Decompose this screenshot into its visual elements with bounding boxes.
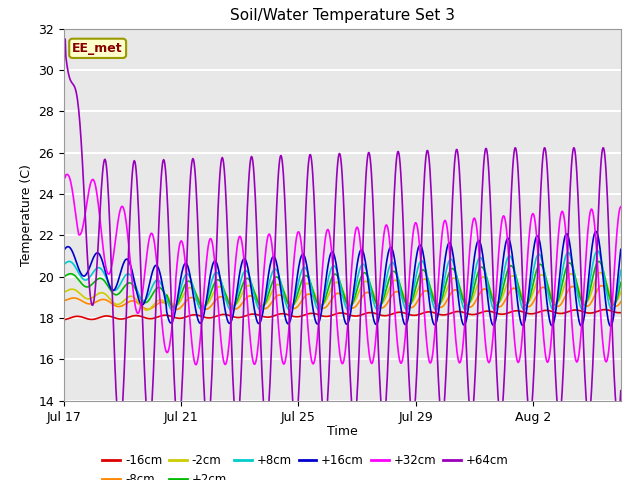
-8cm — [617, 299, 625, 304]
-16cm — [601, 307, 609, 312]
+2cm — [617, 280, 625, 286]
Line: +2cm: +2cm — [64, 262, 621, 307]
+8cm — [255, 306, 263, 312]
+2cm — [525, 297, 533, 302]
+8cm — [594, 248, 602, 254]
Text: EE_met: EE_met — [72, 42, 123, 55]
-2cm — [179, 293, 187, 299]
-2cm — [320, 301, 328, 307]
+16cm — [255, 321, 263, 326]
-8cm — [256, 302, 264, 308]
+8cm — [403, 307, 411, 313]
-2cm — [256, 299, 264, 305]
+16cm — [390, 251, 397, 256]
-16cm — [525, 311, 532, 316]
+2cm — [390, 268, 398, 274]
Line: +8cm: +8cm — [64, 251, 621, 310]
-16cm — [255, 312, 263, 318]
-8cm — [525, 304, 533, 310]
+64cm — [179, 357, 187, 363]
+8cm — [179, 279, 186, 285]
+8cm — [617, 267, 625, 273]
-16cm — [617, 310, 625, 315]
+2cm — [179, 286, 187, 292]
+2cm — [256, 302, 264, 308]
-2cm — [525, 299, 533, 304]
-8cm — [320, 305, 328, 311]
-2cm — [412, 293, 419, 299]
Line: -16cm: -16cm — [64, 310, 621, 320]
+64cm — [116, 427, 124, 432]
+32cm — [257, 319, 264, 324]
-8cm — [598, 283, 605, 288]
+32cm — [60, 175, 68, 180]
+16cm — [607, 323, 614, 329]
+64cm — [525, 411, 533, 417]
+64cm — [256, 308, 264, 313]
+2cm — [60, 274, 68, 280]
Line: -2cm: -2cm — [64, 273, 621, 310]
+32cm — [63, 171, 71, 177]
+64cm — [617, 388, 625, 394]
-8cm — [390, 290, 398, 296]
Legend: -16cm, -8cm, -2cm, +2cm, +8cm, +16cm, +32cm, +64cm: -16cm, -8cm, -2cm, +2cm, +8cm, +16cm, +3… — [98, 449, 513, 480]
-8cm — [60, 298, 68, 304]
+2cm — [320, 300, 328, 305]
+16cm — [411, 265, 419, 271]
-16cm — [179, 315, 186, 321]
X-axis label: Time: Time — [327, 425, 358, 438]
+8cm — [525, 292, 533, 298]
+32cm — [526, 227, 534, 233]
+2cm — [595, 259, 603, 264]
+8cm — [412, 276, 419, 282]
+32cm — [617, 204, 625, 210]
Y-axis label: Temperature (C): Temperature (C) — [20, 164, 33, 266]
+2cm — [412, 286, 419, 292]
+64cm — [320, 416, 328, 422]
+64cm — [60, 36, 68, 42]
-2cm — [617, 289, 625, 295]
-2cm — [60, 289, 68, 295]
+8cm — [390, 260, 397, 266]
Line: +64cm: +64cm — [64, 39, 621, 430]
Line: +16cm: +16cm — [64, 231, 621, 326]
+32cm — [391, 305, 399, 311]
+32cm — [321, 244, 328, 250]
-16cm — [390, 311, 397, 316]
-16cm — [411, 312, 419, 318]
-2cm — [143, 307, 150, 313]
Line: -8cm: -8cm — [64, 286, 621, 310]
Line: +32cm: +32cm — [64, 174, 621, 365]
+16cm — [525, 292, 532, 298]
Title: Soil/Water Temperature Set 3: Soil/Water Temperature Set 3 — [230, 9, 455, 24]
+32cm — [192, 362, 200, 368]
-8cm — [412, 301, 419, 307]
+16cm — [592, 228, 600, 234]
+64cm — [390, 196, 398, 202]
+16cm — [319, 298, 327, 304]
+64cm — [412, 395, 419, 400]
+8cm — [319, 299, 327, 304]
-2cm — [596, 270, 604, 276]
-8cm — [179, 302, 187, 308]
-16cm — [60, 317, 68, 323]
+16cm — [617, 247, 625, 252]
+2cm — [170, 304, 178, 310]
+16cm — [60, 247, 68, 253]
+32cm — [412, 220, 420, 226]
-2cm — [390, 277, 398, 283]
+16cm — [179, 267, 186, 273]
-16cm — [319, 313, 327, 319]
+32cm — [179, 243, 187, 249]
+8cm — [60, 262, 68, 267]
-8cm — [173, 307, 181, 312]
